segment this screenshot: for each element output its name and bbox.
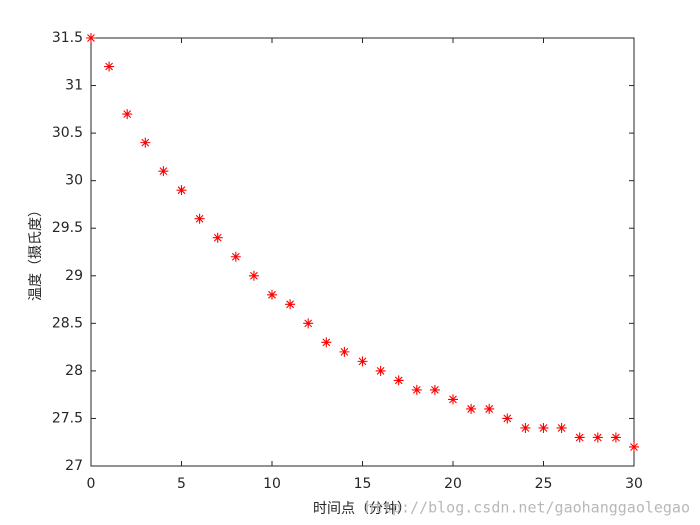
data-point — [375, 365, 386, 376]
data-point — [466, 403, 477, 414]
y-tick-label: 28.5 — [52, 315, 83, 331]
data-point — [158, 166, 169, 177]
x-tick-label: 5 — [177, 476, 186, 492]
y-tick-label: 31.5 — [52, 30, 83, 46]
data-point — [267, 289, 277, 300]
data-point — [104, 61, 115, 72]
data-point — [321, 337, 332, 348]
y-tick-label: 29.5 — [52, 220, 83, 236]
data-point — [610, 432, 621, 443]
data-point — [448, 394, 458, 405]
data-point — [484, 403, 495, 414]
data-point — [574, 432, 585, 443]
data-point — [538, 422, 549, 433]
x-tick-label: 0 — [87, 476, 96, 492]
data-point — [592, 432, 603, 443]
x-tick-label: 20 — [444, 476, 462, 492]
data-point — [122, 109, 133, 120]
y-tick-label: 29 — [65, 268, 83, 284]
data-point — [248, 270, 259, 281]
data-point — [194, 213, 205, 224]
data-point — [520, 422, 531, 433]
y-tick-label: 27 — [65, 458, 83, 474]
data-point — [339, 346, 350, 357]
data-point — [357, 356, 368, 367]
data-point — [212, 232, 223, 243]
data-point — [411, 384, 422, 395]
x-axis-label: 时间点（分钟） — [313, 500, 411, 517]
data-point — [303, 318, 314, 329]
data-point — [285, 299, 296, 310]
y-tick-label: 28 — [65, 363, 83, 379]
data-point — [176, 185, 187, 196]
plot-frame — [90, 37, 635, 467]
data-point — [230, 251, 241, 262]
y-axis-label: 温度（摄氏度） — [28, 203, 44, 301]
data-point — [86, 33, 96, 43]
data-point — [140, 137, 151, 148]
data-point — [393, 375, 404, 386]
x-tick-label: 30 — [625, 476, 643, 492]
x-tick-label: 10 — [263, 476, 281, 492]
watermark: http://blog.csdn.net/gaohanggaolegao — [365, 499, 690, 517]
data-point — [502, 413, 513, 424]
y-tick-label: 31 — [65, 78, 83, 94]
y-tick-label: 30 — [65, 173, 83, 189]
x-tick-label: 25 — [535, 476, 553, 492]
y-tick-label: 27.5 — [52, 410, 83, 426]
x-tick-label: 15 — [354, 476, 372, 492]
y-tick-label: 30.5 — [52, 125, 83, 141]
data-point — [556, 422, 567, 433]
data-point — [429, 384, 440, 395]
data-point — [629, 441, 639, 452]
